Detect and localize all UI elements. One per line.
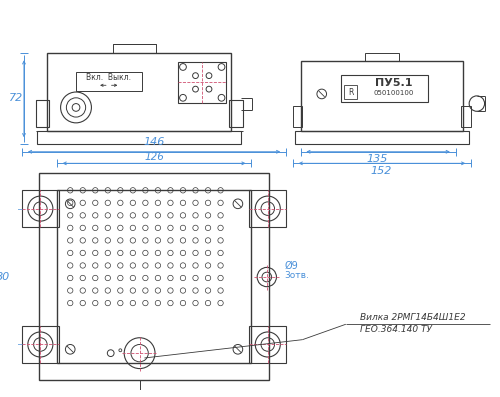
Bar — [112, 44, 156, 54]
Text: 126: 126 — [144, 152, 164, 162]
Bar — [293, 106, 302, 127]
Bar — [462, 106, 471, 127]
Text: ГЕО.364.140 ТУ: ГЕО.364.140 ТУ — [360, 325, 432, 333]
Bar — [178, 62, 226, 102]
Bar — [76, 72, 142, 91]
Bar — [40, 173, 268, 380]
Bar — [36, 100, 49, 127]
Bar — [56, 190, 252, 363]
Text: ПУ5.1: ПУ5.1 — [376, 78, 413, 89]
Text: 146: 146 — [144, 137, 165, 147]
Bar — [22, 326, 59, 363]
Bar — [365, 52, 399, 61]
Text: Ø9: Ø9 — [284, 260, 298, 270]
Text: Вкл.  Выкл.: Вкл. Выкл. — [86, 73, 132, 82]
Text: 050100100: 050100100 — [374, 90, 414, 96]
Bar — [300, 61, 464, 131]
Bar — [229, 100, 242, 127]
Bar — [250, 190, 286, 227]
Bar — [250, 326, 286, 363]
Text: 3отв.: 3отв. — [284, 271, 309, 279]
Text: 135: 135 — [367, 154, 388, 164]
Bar — [344, 85, 358, 99]
Text: 72: 72 — [9, 93, 24, 103]
Bar — [22, 190, 59, 227]
Bar — [38, 131, 241, 144]
Text: Вилка 2РМГ14Б4Ш1Е2: Вилка 2РМГ14Б4Ш1Е2 — [360, 313, 466, 322]
Text: 80: 80 — [0, 272, 10, 281]
Text: 152: 152 — [371, 166, 392, 176]
Bar — [47, 54, 231, 131]
Bar — [341, 75, 428, 102]
Bar — [295, 131, 469, 144]
Text: R: R — [348, 87, 354, 96]
